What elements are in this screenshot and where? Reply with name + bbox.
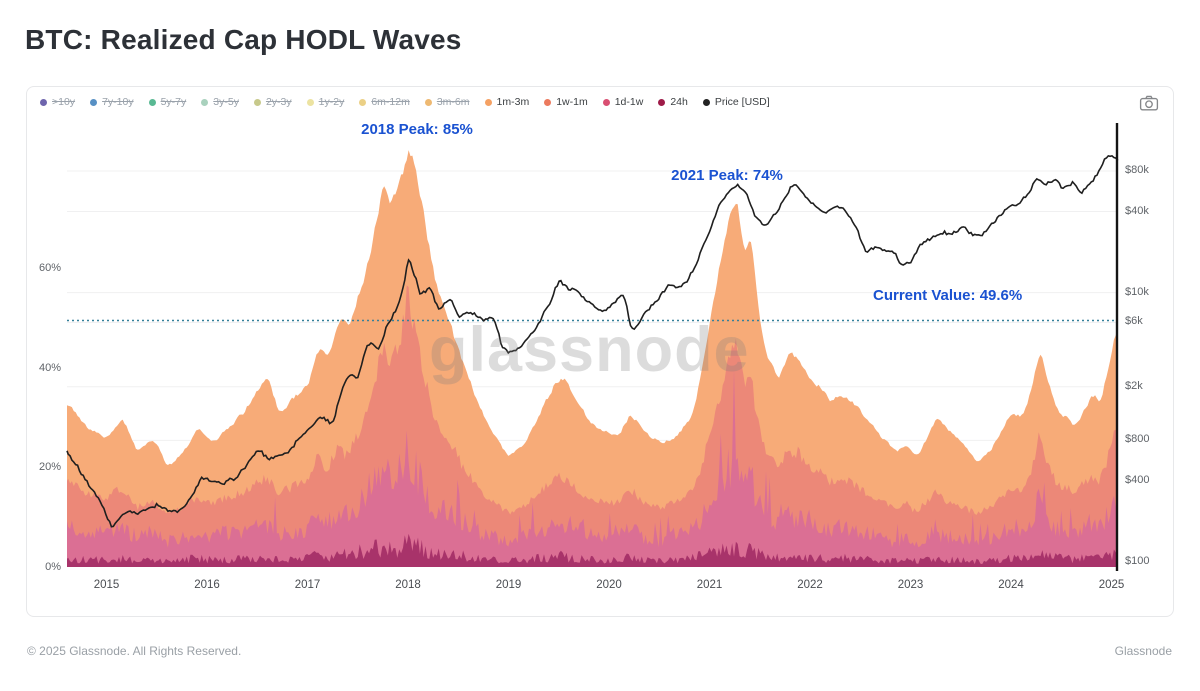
- x-axis-tick: 2017: [294, 579, 321, 591]
- legend-label: 1m-3m: [496, 96, 530, 108]
- price-line: [66, 155, 1119, 528]
- hodl-waves-chart: [66, 123, 1119, 571]
- legend-dot: [40, 98, 47, 106]
- legend-label: 24h: [670, 96, 688, 108]
- y-axis-tick-left: 60%: [38, 262, 61, 275]
- x-axis-tick: 2023: [897, 579, 924, 591]
- legend-item-1m-3m[interactable]: 1m-3m: [484, 96, 530, 108]
- legend-item-3m-6m[interactable]: 3m-6m: [424, 96, 470, 108]
- legend-item-1d-1w[interactable]: 1d-1w: [602, 96, 644, 108]
- y-axis-tick-right: $2k: [1125, 379, 1143, 392]
- legend-label: 3m-6m: [436, 96, 470, 108]
- legend-label: 3y-5y: [213, 96, 239, 108]
- x-axis-tick: 2020: [596, 579, 622, 591]
- legend-item--10y[interactable]: >10y: [40, 96, 75, 108]
- legend-dot: [424, 98, 432, 106]
- y-axis-tick-left: 0%: [45, 560, 61, 573]
- legend-label: Price [USD]: [714, 96, 770, 108]
- x-axis-tick: 2019: [495, 579, 522, 591]
- y-axis-tick-right: $6k: [1125, 315, 1143, 328]
- legend-label: 1w-1m: [556, 96, 588, 108]
- legend-item-24h[interactable]: 24h: [658, 96, 688, 108]
- legend-item-1w-1m[interactable]: 1w-1m: [544, 96, 588, 108]
- y-axis-tick-right: $800: [1125, 433, 1150, 446]
- legend-item-2y-3y[interactable]: 2y-3y: [253, 96, 292, 108]
- legend-dot: [253, 98, 261, 106]
- legend-label: 1y-2y: [318, 96, 345, 108]
- y-axis-tick-right: $10k: [1125, 285, 1149, 298]
- legend-item-7y-10y[interactable]: 7y-10y: [90, 96, 134, 108]
- legend-item-price-usd-[interactable]: Price [USD]: [702, 96, 770, 108]
- legend-label: 1d-1w: [614, 96, 644, 108]
- legend-label: 2y-3y: [265, 96, 292, 108]
- legend-dot: [90, 98, 98, 106]
- footer: © 2025 Glassnode. All Rights Reserved. G…: [27, 644, 1172, 658]
- legend-dot: [602, 98, 610, 106]
- legend-dot: [484, 98, 492, 106]
- x-axis-tick: 2015: [93, 579, 120, 591]
- legend-dot: [306, 98, 314, 106]
- x-axis-tick: 2016: [194, 579, 220, 591]
- x-axis-tick: 2021: [696, 579, 723, 591]
- area-1w-1m: [67, 285, 1118, 567]
- legend-dot: [702, 98, 710, 106]
- legend-dot: [544, 98, 552, 106]
- legend-label: 5y-7y: [160, 96, 187, 108]
- chart-card: >10y 7y-10y 5y-7y 3y-5y 2y-3y 1y-2y 6m-12m 3m-6…: [26, 86, 1174, 617]
- legend-dot: [359, 98, 367, 106]
- chart-legend: >10y 7y-10y 5y-7y 3y-5y 2y-3y 1y-2y 6m-12m 3m-6…: [27, 87, 1133, 117]
- y-axis-tick-left: 20%: [38, 461, 61, 474]
- y-axis-tick-right: $40k: [1125, 204, 1149, 217]
- page-title: BTC: Realized Cap HODL Waves: [25, 24, 462, 55]
- legend-item-6m-12m[interactable]: 6m-12m: [359, 96, 410, 108]
- legend-item-5y-7y[interactable]: 5y-7y: [148, 96, 187, 108]
- footer-copyright: © 2025 Glassnode. All Rights Reserved.: [27, 644, 242, 658]
- y-axis-tick-left: 40%: [38, 361, 61, 374]
- legend-label: >10y: [52, 96, 76, 108]
- area-24h: [67, 533, 1118, 567]
- area-1m-3m: [67, 150, 1118, 567]
- area-1d-1w: [67, 369, 1118, 567]
- legend-item-1y-2y[interactable]: 1y-2y: [306, 96, 345, 108]
- camera-icon[interactable]: [1139, 95, 1159, 111]
- plot-area: glassnode 2018 Peak: 85% 2021 Peak: 74% …: [66, 121, 1119, 571]
- y-axis-tick-right: $80k: [1125, 163, 1149, 176]
- legend-dot: [658, 98, 666, 106]
- footer-brand: Glassnode: [1114, 644, 1172, 658]
- legend-item-3y-5y[interactable]: 3y-5y: [201, 96, 239, 108]
- y-axis-tick-right: $100: [1125, 555, 1150, 567]
- legend-dot: [201, 98, 209, 106]
- legend-label: 6m-12m: [371, 96, 410, 108]
- x-axis-tick: 2022: [797, 579, 823, 591]
- legend-label: 7y-10y: [102, 96, 134, 108]
- x-axis-tick: 2018: [395, 579, 421, 591]
- x-axis-tick: 2025: [1098, 579, 1125, 591]
- legend-dot: [148, 98, 156, 106]
- y-axis-tick-right: $400: [1125, 473, 1150, 486]
- x-axis-tick: 2024: [998, 579, 1024, 591]
